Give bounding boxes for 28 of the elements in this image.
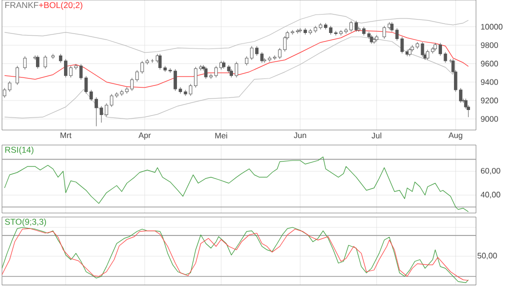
candlestick [420,42,424,57]
x-tick-label: Apr [138,132,151,140]
series-label: STO(9;3,3) [5,218,46,226]
candlestick [395,28,399,41]
y-tick-label: 9600 [480,60,498,66]
x-tick-label: Jun [294,132,306,138]
chart-title: FRANKF [5,2,38,8]
x-tick-label: Jul [372,132,382,138]
y-tick-label: 40,00 [480,192,500,198]
series-label: RSI(14) [5,146,34,154]
text: +BOL(20;2) [39,2,82,10]
candlestick [382,26,386,39]
candlestick [400,36,404,54]
candlestick [184,90,188,96]
x-tick-label: Mei [215,132,228,138]
candlestick [79,64,83,80]
candlestick [372,38,376,44]
x-tick-label: Mrt [60,132,72,138]
candlestick [104,103,108,117]
y-tick-label: 9200 [480,98,498,104]
y-tick-label: 9000 [480,116,498,122]
text: 50,00 [478,252,497,260]
y-tick-label: 10000 [481,24,502,30]
x-tick-label: Aug [448,132,462,140]
y-tick-label: 9800 [480,42,498,48]
candlestick [290,30,294,35]
y-tick-label: 60,00 [480,168,500,175]
y-tick-label: 9400 [480,79,498,85]
